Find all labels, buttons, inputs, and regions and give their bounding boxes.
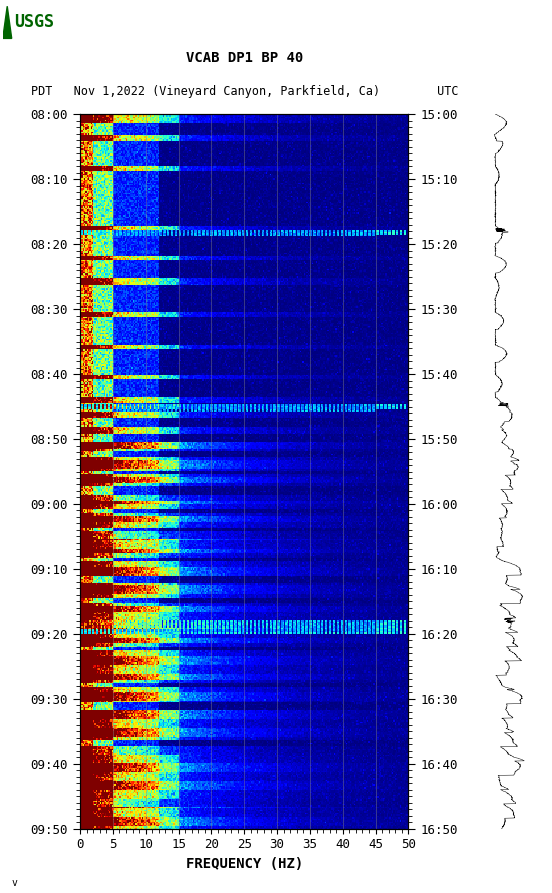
X-axis label: FREQUENCY (HZ): FREQUENCY (HZ) [185, 857, 303, 871]
Text: USGS: USGS [14, 13, 54, 31]
Polygon shape [3, 6, 12, 38]
Text: VCAB DP1 BP 40: VCAB DP1 BP 40 [185, 51, 303, 65]
Text: v: v [11, 878, 17, 888]
Text: PDT   Nov 1,2022 (Vineyard Canyon, Parkfield, Ca)        UTC: PDT Nov 1,2022 (Vineyard Canyon, Parkfie… [30, 85, 458, 98]
